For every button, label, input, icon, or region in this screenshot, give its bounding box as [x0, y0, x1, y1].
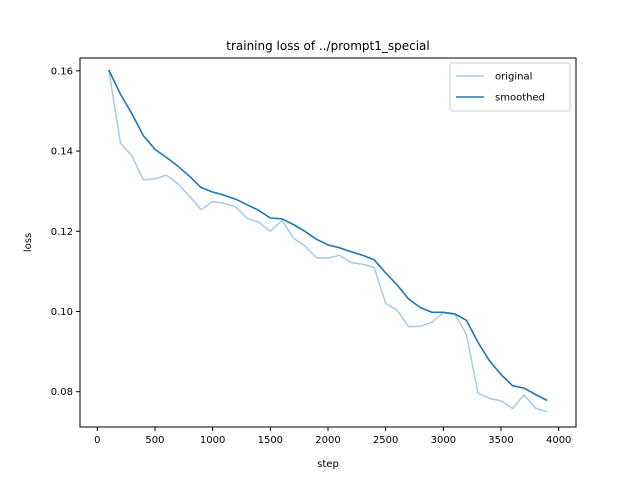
x-axis: 0 500 1000 1500 2000 2500 3000 3500 4000 — [94, 427, 571, 446]
y-tick-label: 0.14 — [51, 147, 73, 158]
x-tick-label: 1500 — [258, 435, 283, 446]
chart-title: training loss of ../prompt1_special — [226, 39, 430, 53]
x-tick-label: 1000 — [200, 435, 225, 446]
series-layer — [108, 69, 548, 413]
y-axis: 0.08 0.10 0.12 0.14 0.16 — [51, 66, 80, 398]
y-tick-label: 0.08 — [51, 387, 73, 398]
legend-label-original: original — [495, 72, 532, 83]
y-tick-label: 0.10 — [51, 307, 73, 318]
x-tick-label: 4000 — [546, 435, 571, 446]
x-tick-label: 2500 — [373, 435, 398, 446]
x-tick-label: 3500 — [488, 435, 513, 446]
x-tick-label: 0 — [94, 435, 100, 446]
x-axis-label: step — [317, 459, 339, 470]
x-tick-label: 500 — [145, 435, 164, 446]
x-tick-label: 3000 — [431, 435, 456, 446]
legend: original smoothed — [449, 62, 571, 112]
x-tick-label: 2000 — [315, 435, 340, 446]
legend-label-smoothed: smoothed — [495, 93, 545, 104]
y-tick-label: 0.12 — [51, 227, 73, 238]
series-line-smoothed — [108, 69, 548, 402]
series-line-original — [108, 69, 548, 413]
y-tick-label: 0.16 — [51, 66, 73, 77]
y-axis-label: loss — [23, 233, 34, 252]
legend-box — [449, 62, 571, 112]
